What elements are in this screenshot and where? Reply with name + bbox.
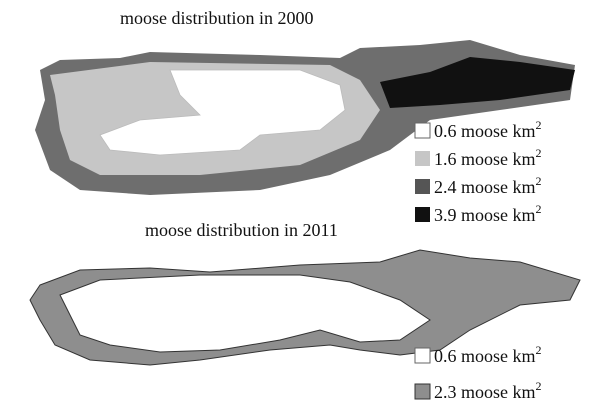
legend-text: 2 <box>536 118 542 132</box>
region-0-6 <box>99 69 346 156</box>
legend-text: 3.9 <box>434 205 457 225</box>
panel-title: moose distribution in 2000 <box>120 8 314 28</box>
legend-entry: 0.6 moose km2 <box>434 343 542 366</box>
legend-text: moose km <box>461 149 536 169</box>
map-2011 <box>29 249 581 366</box>
legend-text: 2.4 <box>434 177 457 197</box>
legend-entry: 2.3 moose km2 <box>434 379 542 402</box>
swatch <box>415 179 430 194</box>
legend-text: moose km <box>461 177 536 197</box>
legend-entry: 1.6 moose km2 <box>434 146 542 169</box>
swatch <box>414 383 431 400</box>
legend-text: 2 <box>536 343 542 357</box>
legend-text: moose km <box>461 121 536 141</box>
legend-entry: 2.4 moose km2 <box>434 174 542 197</box>
swatch <box>415 207 430 222</box>
panel-title: moose distribution in 2011 <box>145 220 338 240</box>
region-3-9 <box>380 57 575 108</box>
swatch <box>414 347 431 364</box>
swatch <box>414 122 431 139</box>
legend-text: 2 <box>536 174 542 188</box>
legend-text: 0.6 <box>434 121 457 141</box>
legend-entry: 0.6 moose km2 <box>434 118 542 141</box>
legend-2011: 0.6 moose km2 2.3 moose km2 <box>414 343 542 402</box>
legend-text: 2 <box>536 202 542 216</box>
legend-text: moose km <box>461 382 536 402</box>
map-2000 <box>35 40 575 195</box>
legend-text: moose km <box>461 205 536 225</box>
legend-text: 2 <box>536 379 542 393</box>
legend-entry: 3.9 moose km2 <box>434 202 542 225</box>
region-0-6 <box>59 274 431 353</box>
legend-text: 2 <box>536 146 542 160</box>
legend-text: 2.3 <box>434 382 457 402</box>
legend-text: 0.6 <box>434 346 457 366</box>
swatch <box>415 151 430 166</box>
legend-2000: 0.6 moose km2 1.6 moose km2 2.4 moose km… <box>414 118 542 225</box>
legend-text: moose km <box>461 346 536 366</box>
legend-text: 1.6 <box>434 149 457 169</box>
